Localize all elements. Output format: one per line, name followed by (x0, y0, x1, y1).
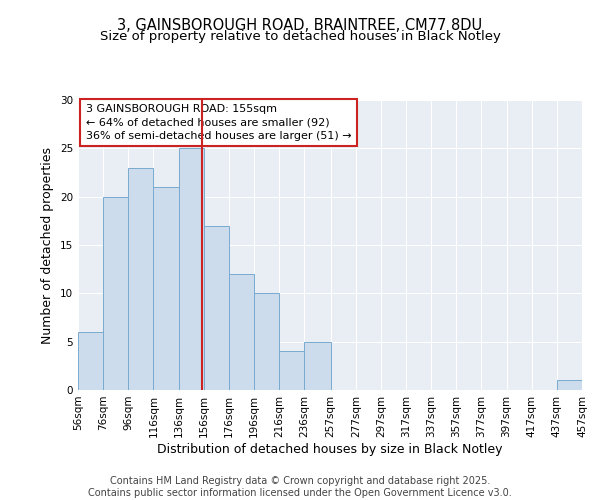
Bar (154, 187, 179, 390)
Bar (229, 274, 254, 390)
Bar (304, 342, 331, 390)
Bar (179, 148, 203, 390)
Text: 3 GAINSBOROUGH ROAD: 155sqm
← 64% of detached houses are smaller (92)
36% of sem: 3 GAINSBOROUGH ROAD: 155sqm ← 64% of det… (86, 104, 351, 141)
Bar (557, 380, 582, 390)
Text: Size of property relative to detached houses in Black Notley: Size of property relative to detached ho… (100, 30, 500, 43)
Bar (78, 332, 103, 390)
X-axis label: Distribution of detached houses by size in Black Notley: Distribution of detached houses by size … (157, 442, 503, 456)
Bar (254, 294, 279, 390)
Text: Contains HM Land Registry data © Crown copyright and database right 2025.
Contai: Contains HM Land Registry data © Crown c… (88, 476, 512, 498)
Text: 3, GAINSBOROUGH ROAD, BRAINTREE, CM77 8DU: 3, GAINSBOROUGH ROAD, BRAINTREE, CM77 8D… (118, 18, 482, 32)
Bar (203, 226, 229, 390)
Bar (279, 352, 304, 390)
Bar (128, 168, 154, 390)
Y-axis label: Number of detached properties: Number of detached properties (41, 146, 55, 344)
Bar (103, 196, 128, 390)
